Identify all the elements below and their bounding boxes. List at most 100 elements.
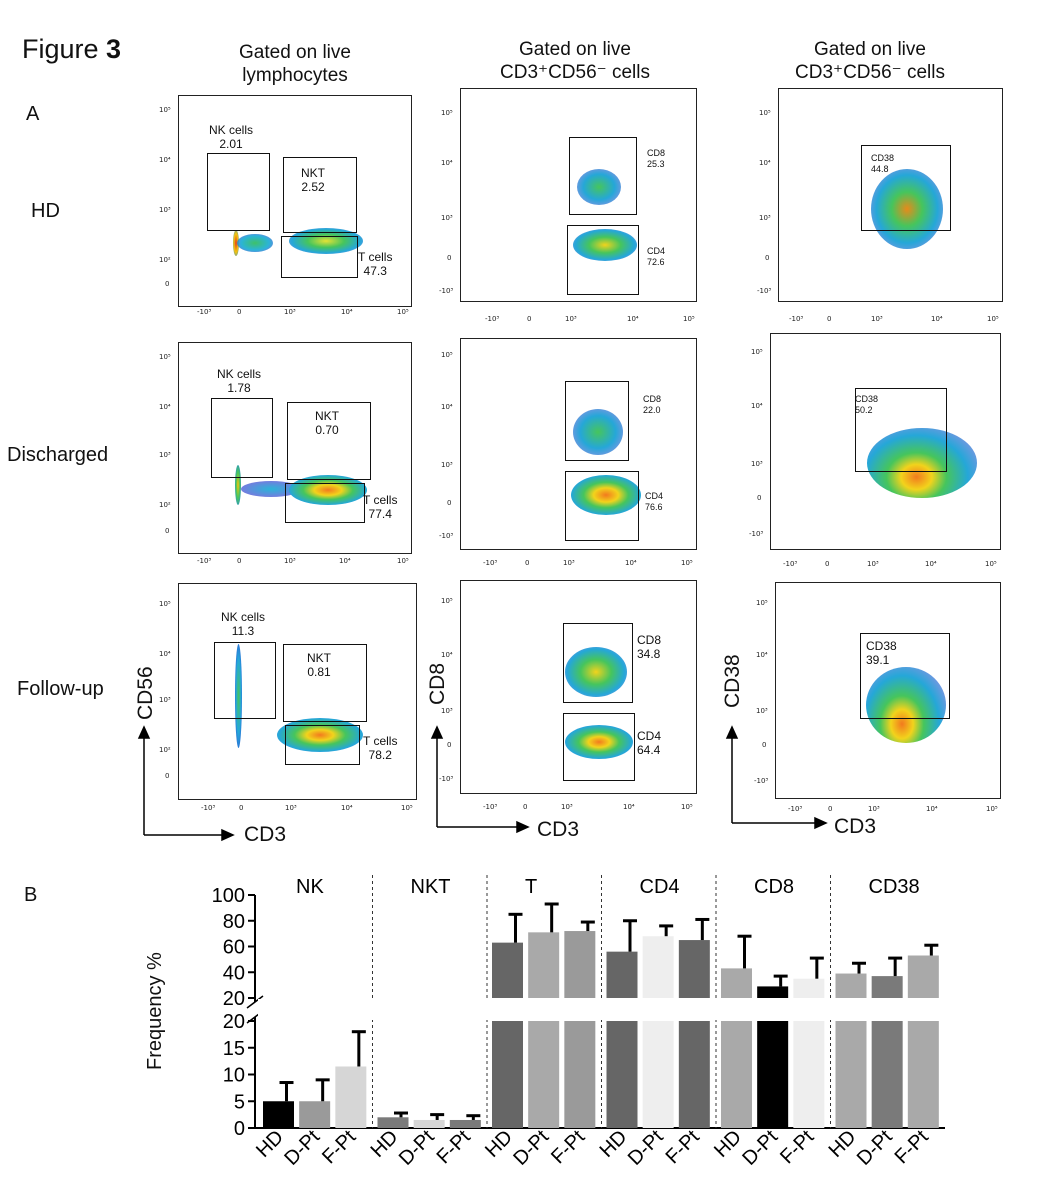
x-tick: 10⁴ [926, 805, 938, 813]
dot-cluster [289, 475, 367, 505]
y-tick: 0 [447, 254, 452, 262]
x-tick: 10⁴ [625, 559, 637, 567]
y-tick: 0 [765, 254, 770, 262]
flow-plot-hd-cd8-cd3: CD8 25.3 CD4 72.6 10⁵ 10⁴ 10³ 0 -10³ -10³ … [439, 88, 697, 323]
flow-plot-hd-cd38-cd3: CD38 44.8 10⁵ 10⁴ 10³ 0 -10³ -10³ 0 10³ 1… [757, 88, 1003, 323]
y-tick: 10³ [159, 206, 171, 214]
bar-chart: 2040608010005101520NKHDD-PtF-PtNKTHDD-Pt… [212, 875, 945, 1170]
y-tick: 10³ [441, 707, 453, 715]
y-tick: -10³ [757, 287, 772, 295]
x-tick: -10³ [788, 805, 803, 813]
panel-a-label: A [26, 103, 40, 125]
x-tick: 0 [527, 315, 532, 323]
gate-label-cd8: CD8 25.3 [647, 148, 666, 169]
bar [642, 936, 674, 998]
gate-cd4 [567, 225, 639, 295]
y-tick: 10⁵ [441, 597, 453, 605]
gate-label-cd8: CD8 34.8 [637, 633, 662, 661]
bar [793, 978, 825, 998]
x-tick: -10³ [483, 803, 498, 811]
x-tick: 10⁴ [627, 315, 639, 323]
gate-t-cells [285, 483, 365, 523]
y-axis-label-col1: CD56 [134, 666, 157, 720]
x-tick-label: F-Pt [776, 1126, 819, 1169]
group-label: CD38 [869, 876, 920, 898]
gate-label-nkt: NKT 2.52 [301, 166, 325, 194]
gate-label-cd38: CD38 39.1 [866, 639, 897, 667]
y-tick-label: 10 [223, 1065, 245, 1087]
bar [413, 1119, 445, 1128]
dot-cluster [565, 725, 633, 759]
x-tick: -10³ [483, 559, 498, 567]
x-tick: 0 [523, 803, 528, 811]
dot-cluster [866, 667, 946, 743]
row-label-hd: HD [31, 200, 60, 222]
y-tick: 10³ [756, 707, 768, 715]
column-header-2: Gated on live CD3⁺CD56⁻ cells [500, 39, 650, 83]
axis-arrows [137, 725, 828, 842]
x-tick-label: F-Pt [433, 1126, 476, 1169]
gate-label-nk: NK cells 1.78 [217, 367, 262, 395]
x-tick: 0 [239, 804, 244, 812]
y-tick-label: 40 [223, 962, 245, 984]
y-tick: 10³ [441, 461, 453, 469]
x-tick: -10³ [197, 308, 212, 316]
gate-label-t-cells: T cells 77.4 [363, 493, 398, 521]
y-tick: 0 [447, 499, 452, 507]
gate-nk [207, 153, 270, 231]
axis-break-gap [258, 999, 945, 1020]
dot-cluster [235, 465, 241, 505]
gate-cd4 [565, 471, 639, 541]
bar [907, 955, 939, 998]
group-label: CD4 [640, 876, 680, 898]
x-tick-label: D-Pt [395, 1126, 439, 1170]
x-tick: -10³ [201, 804, 216, 812]
gate-t-cells [285, 725, 360, 765]
dot-cluster [235, 644, 242, 748]
x-tick: -10³ [485, 315, 500, 323]
dot-cluster [871, 169, 943, 249]
x-tick: 10³ [284, 557, 296, 565]
gate-cd38 [860, 633, 950, 719]
bar [492, 1021, 523, 1128]
dot-cluster [573, 409, 623, 455]
y-tick: 10⁴ [441, 651, 453, 659]
y-tick: 0 [447, 741, 452, 749]
x-tick-label: D-Pt [853, 1126, 897, 1170]
column-header-1: Gated on live lymphocytes [239, 42, 351, 86]
y-tick: 10⁵ [751, 348, 763, 356]
dot-cluster [573, 229, 637, 261]
group-label: CD8 [754, 876, 794, 898]
x-tick: 10⁴ [931, 315, 943, 323]
bar [678, 940, 710, 998]
x-tick: 10³ [871, 315, 883, 323]
x-tick: 10⁴ [925, 560, 937, 568]
y-tick: 10⁴ [751, 402, 763, 410]
x-axis-label-col1: CD3 [244, 823, 287, 846]
gate-nk [211, 398, 273, 478]
y-tick: 10⁴ [441, 159, 453, 167]
flow-plot-follow-up-cd38-cd3: CD38 39.1 10⁵ 10⁴ 10³ 0 -10³ -10³ 0 10³ 1… [754, 582, 1001, 813]
y-tick: 10⁴ [441, 403, 453, 411]
bar [335, 1066, 367, 1128]
x-tick: 10⁵ [397, 557, 409, 565]
y-tick: 10⁴ [159, 403, 171, 411]
y-tick: 10² [159, 256, 171, 264]
gate-label-cd4: CD4 76.6 [645, 491, 664, 512]
flow-plot-discharged-cd56-cd3: NK cells 1.78 NKT 0.70 T cells 77.4 10⁵ 10⁴… [159, 342, 412, 565]
group-label: T [525, 876, 537, 898]
y-tick: -10³ [754, 777, 769, 785]
flow-plot-follow-up-cd56-cd3: NK cells 11.3 NKT 0.81 T cells 78.2 10⁵ 10⁴… [159, 583, 417, 812]
y-tick: 10³ [441, 214, 453, 222]
x-tick: -10³ [783, 560, 798, 568]
gate-nk [214, 642, 276, 719]
y-tick: 10⁵ [159, 106, 171, 114]
y-tick: 10³ [759, 214, 771, 222]
x-tick: -10³ [197, 557, 212, 565]
y-tick-label: 0 [234, 1118, 245, 1140]
y-tick: 10⁴ [159, 156, 171, 164]
x-tick: 10⁴ [341, 308, 353, 316]
flow-plot-follow-up-cd8-cd3: CD8 34.8 CD4 64.4 10⁵ 10⁴ 10³ 0 -10³ -10³ … [439, 580, 697, 811]
gate-label-nkt: NKT 0.70 [315, 409, 339, 437]
y-tick: 10⁵ [441, 351, 453, 359]
